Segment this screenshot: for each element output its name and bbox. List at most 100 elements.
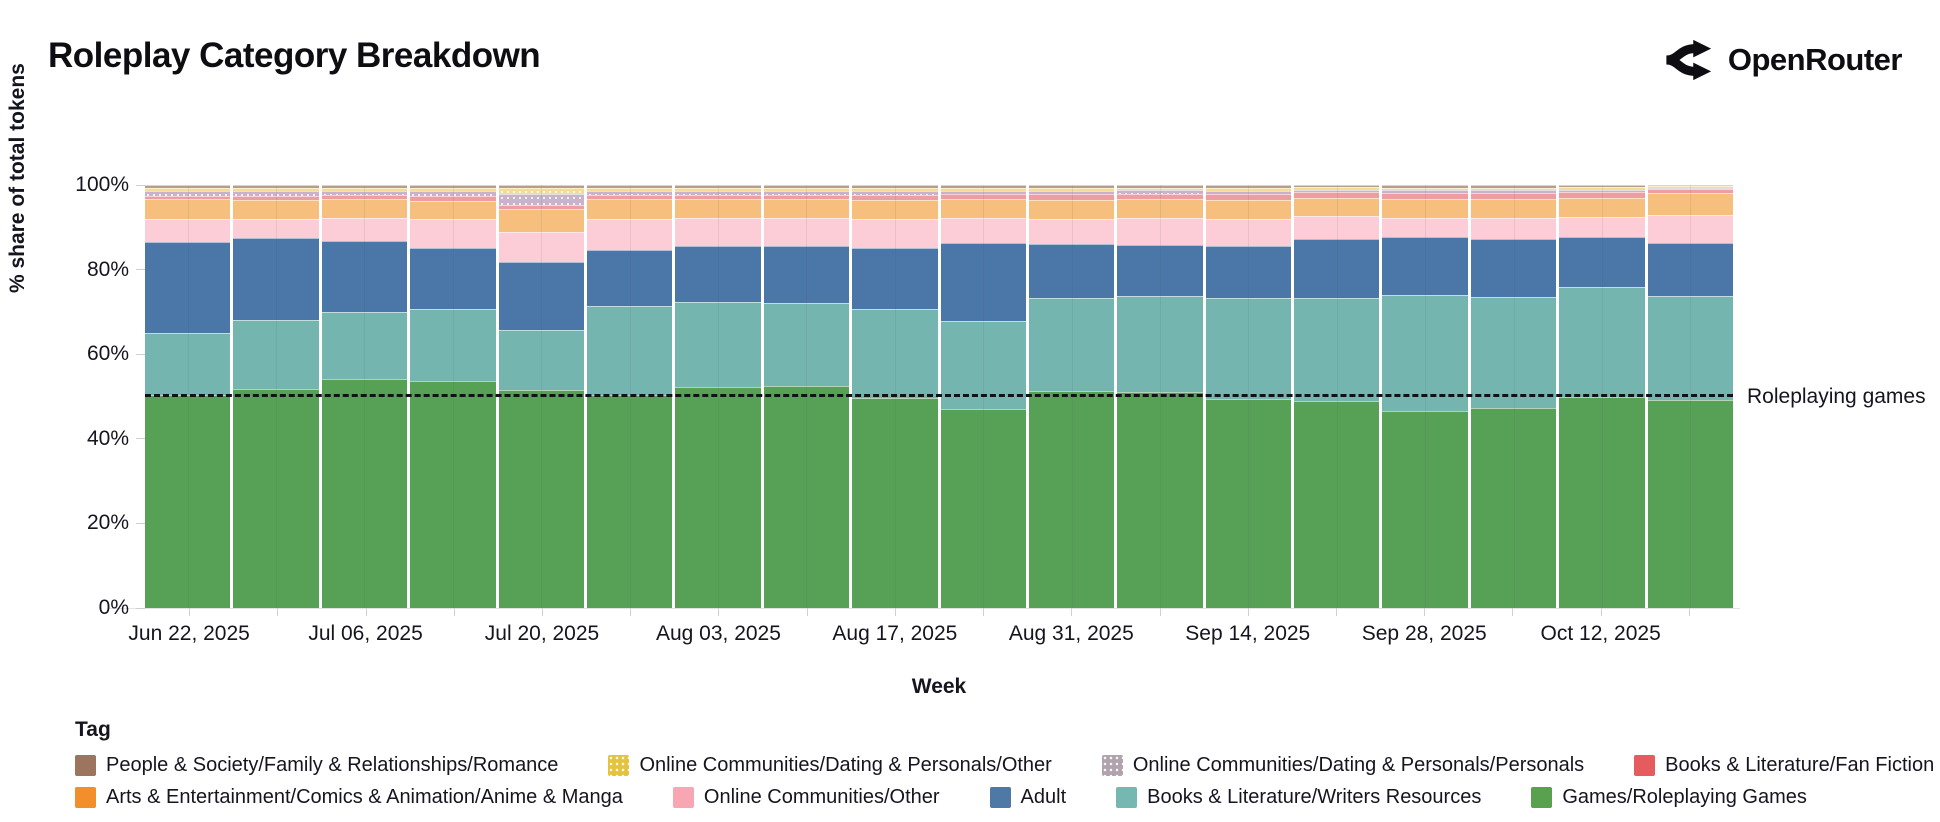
bar-aug-31-2025[interactable] xyxy=(1028,185,1115,608)
bar-segment-roleplaying[interactable] xyxy=(1028,391,1115,608)
bar-segment-adult[interactable] xyxy=(321,241,408,312)
bar-segment-roleplaying[interactable] xyxy=(675,387,761,608)
bar-segment-fan_fiction[interactable] xyxy=(1117,193,1203,199)
bar-segment-adult[interactable] xyxy=(763,246,850,304)
bar-segment-anime[interactable] xyxy=(1028,200,1115,219)
bar-segment-writers[interactable] xyxy=(1117,296,1203,393)
bar-segment-dating_other[interactable] xyxy=(233,188,319,192)
bar-segment-romance[interactable] xyxy=(1205,185,1292,188)
bar-segment-oc_other[interactable] xyxy=(321,217,408,242)
bar-segment-roleplaying[interactable] xyxy=(1382,410,1468,608)
bar-sep-07-2025[interactable] xyxy=(1117,185,1203,608)
bar-segment-oc_other[interactable] xyxy=(940,218,1026,243)
bar-jul-06-2025[interactable] xyxy=(321,185,408,608)
bar-segment-personals[interactable] xyxy=(1028,190,1115,195)
bar-segment-personals[interactable] xyxy=(1559,189,1645,193)
bar-segment-anime[interactable] xyxy=(1559,197,1645,218)
bar-segment-anime[interactable] xyxy=(675,199,761,219)
bar-segment-personals[interactable] xyxy=(852,190,938,196)
bar-oct-19-2025[interactable] xyxy=(1647,185,1734,608)
bar-segment-romance[interactable] xyxy=(1294,185,1380,188)
legend-item-roleplaying[interactable]: Games/Roleplaying Games xyxy=(1531,786,1807,809)
bar-segment-roleplaying[interactable] xyxy=(1205,399,1292,608)
bar-segment-adult[interactable] xyxy=(1382,236,1468,295)
bar-sep-14-2025[interactable] xyxy=(1205,185,1292,608)
bar-segment-romance[interactable] xyxy=(410,185,496,188)
bar-segment-oc_other[interactable] xyxy=(1205,218,1292,246)
bar-segment-adult[interactable] xyxy=(1559,236,1645,287)
bar-segment-anime[interactable] xyxy=(145,199,231,219)
bar-segment-oc_other[interactable] xyxy=(1647,214,1734,244)
bar-segment-writers[interactable] xyxy=(1559,286,1645,397)
bar-segment-dating_other[interactable] xyxy=(1205,187,1292,191)
bar-segment-dating_other[interactable] xyxy=(498,188,584,195)
bar-segment-romance[interactable] xyxy=(145,185,231,189)
bar-segment-adult[interactable] xyxy=(1117,245,1203,297)
bar-segment-roleplaying[interactable] xyxy=(852,398,938,608)
bar-segment-personals[interactable] xyxy=(233,191,319,196)
bar-oct-05-2025[interactable] xyxy=(1470,185,1557,608)
bar-segment-anime[interactable] xyxy=(1205,199,1292,219)
bar-segment-fan_fiction[interactable] xyxy=(586,195,673,200)
bar-segment-personals[interactable] xyxy=(321,190,408,196)
bar-segment-roleplaying[interactable] xyxy=(1647,400,1734,608)
bar-segment-dating_other[interactable] xyxy=(1117,187,1203,191)
bar-segment-fan_fiction[interactable] xyxy=(940,193,1026,199)
bar-segment-anime[interactable] xyxy=(852,199,938,219)
bar-segment-writers[interactable] xyxy=(145,333,231,396)
legend-item-romance[interactable]: People & Society/Family & Relationships/… xyxy=(75,754,558,777)
legend-item-personals[interactable]: Online Communities/Dating & Personals/Pe… xyxy=(1101,754,1584,777)
bar-segment-anime[interactable] xyxy=(763,199,850,219)
bar-aug-17-2025[interactable] xyxy=(852,185,938,608)
bar-segment-oc_other[interactable] xyxy=(1470,218,1557,239)
bar-segment-dating_other[interactable] xyxy=(1647,186,1734,189)
bar-segment-fan_fiction[interactable] xyxy=(1559,192,1645,198)
bar-segment-oc_other[interactable] xyxy=(498,231,584,263)
bar-sep-21-2025[interactable] xyxy=(1294,185,1380,608)
bar-segment-oc_other[interactable] xyxy=(410,218,496,249)
bar-segment-writers[interactable] xyxy=(1470,297,1557,408)
bar-segment-roleplaying[interactable] xyxy=(321,379,408,608)
bar-segment-personals[interactable] xyxy=(1294,189,1380,193)
bar-segment-personals[interactable] xyxy=(1382,190,1468,193)
bar-oct-12-2025[interactable] xyxy=(1559,185,1645,608)
bar-segment-personals[interactable] xyxy=(940,190,1026,194)
bar-segment-writers[interactable] xyxy=(321,311,408,380)
bar-segment-dating_other[interactable] xyxy=(145,188,231,192)
bar-segment-oc_other[interactable] xyxy=(763,218,850,247)
bar-segment-fan_fiction[interactable] xyxy=(1647,189,1734,194)
bar-segment-fan_fiction[interactable] xyxy=(1470,192,1557,199)
bar-segment-anime[interactable] xyxy=(1294,197,1380,217)
bar-segment-oc_other[interactable] xyxy=(233,218,319,239)
bar-segment-romance[interactable] xyxy=(1028,185,1115,188)
bar-segment-roleplaying[interactable] xyxy=(940,408,1026,608)
bar-segment-fan_fiction[interactable] xyxy=(1294,192,1380,198)
bar-sep-28-2025[interactable] xyxy=(1382,185,1468,608)
bar-segment-anime[interactable] xyxy=(1470,198,1557,219)
bar-segment-dating_other[interactable] xyxy=(852,187,938,191)
legend-item-anime[interactable]: Arts & Entertainment/Comics & Animation/… xyxy=(75,786,623,809)
bar-segment-personals[interactable] xyxy=(1647,188,1734,190)
bar-segment-fan_fiction[interactable] xyxy=(1028,194,1115,201)
bar-segment-romance[interactable] xyxy=(233,185,319,189)
bar-segment-writers[interactable] xyxy=(1205,297,1292,400)
bar-segment-fan_fiction[interactable] xyxy=(1205,194,1292,200)
bar-segment-adult[interactable] xyxy=(233,238,319,321)
bar-segment-adult[interactable] xyxy=(675,246,761,303)
bar-segment-romance[interactable] xyxy=(852,185,938,188)
bar-segment-personals[interactable] xyxy=(763,190,850,195)
bar-segment-roleplaying[interactable] xyxy=(1470,407,1557,608)
bar-segment-dating_other[interactable] xyxy=(586,187,673,191)
bar-segment-anime[interactable] xyxy=(410,200,496,219)
bar-segment-romance[interactable] xyxy=(1559,185,1645,188)
bar-segment-roleplaying[interactable] xyxy=(586,395,673,608)
bar-segment-roleplaying[interactable] xyxy=(1559,396,1645,608)
bar-segment-adult[interactable] xyxy=(940,242,1026,322)
bar-segment-fan_fiction[interactable] xyxy=(498,205,584,209)
bar-segment-adult[interactable] xyxy=(852,248,938,310)
legend-item-oc_other[interactable]: Online Communities/Other xyxy=(672,786,940,809)
bar-aug-03-2025[interactable] xyxy=(675,185,761,608)
bar-segment-personals[interactable] xyxy=(1470,190,1557,193)
bar-segment-fan_fiction[interactable] xyxy=(410,196,496,201)
bar-segment-roleplaying[interactable] xyxy=(498,389,584,608)
